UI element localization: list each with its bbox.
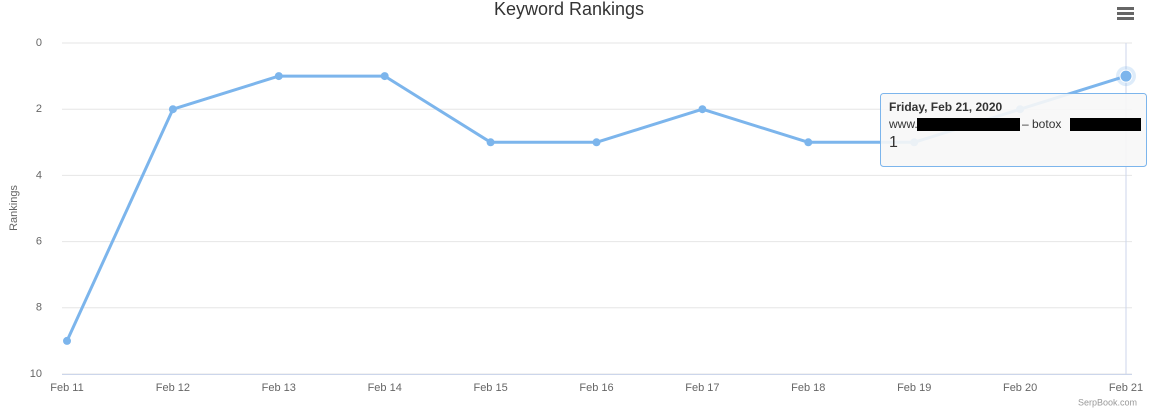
x-tick-label: Feb 20 [1003, 382, 1037, 394]
x-tick-label: Feb 17 [685, 382, 719, 394]
menu-bar [1117, 17, 1134, 20]
point [63, 336, 71, 345]
chart-title: Keyword Rankings [494, 0, 644, 19]
tooltip-header: Friday, Feb 21, 2020 [889, 100, 1002, 114]
menu-bar [1117, 7, 1134, 10]
y-tick-label: 6 [36, 236, 42, 248]
y-tick-label: 8 [36, 302, 42, 314]
point [1119, 69, 1133, 83]
redaction [1070, 118, 1141, 131]
point [168, 105, 177, 114]
point [380, 72, 389, 81]
redaction [917, 118, 1020, 131]
y-axis-label: Rankings [8, 185, 20, 231]
x-tick-label: Feb 16 [579, 382, 613, 394]
tooltip-series-suffix: – botox [1022, 117, 1061, 131]
tooltip-series-prefix: www. [888, 117, 918, 131]
point [274, 72, 283, 81]
x-tick-label: Feb 13 [262, 382, 296, 394]
x-tick-label: Feb 11 [50, 382, 83, 394]
x-tick-label: Feb 21 [1109, 382, 1143, 394]
x-tick-label: Feb 12 [156, 382, 190, 394]
y-tick-label: 10 [30, 368, 42, 380]
point [804, 138, 813, 147]
y-tick-label: 0 [36, 37, 42, 49]
x-tick-label: Feb 18 [791, 382, 825, 394]
tooltip-value: 1 [889, 134, 898, 151]
x-tick-label: Feb 15 [473, 382, 507, 394]
x-tick-label: Feb 19 [897, 382, 931, 394]
menu-bar [1117, 12, 1134, 15]
point [698, 105, 707, 114]
point [592, 138, 601, 147]
tooltip: Friday, Feb 21, 2020 www. – botox 1 [880, 93, 1147, 167]
credits: SerpBook.com [1078, 397, 1137, 407]
point [486, 138, 495, 147]
y-tick-label: 4 [36, 169, 42, 181]
menu-button[interactable] [1117, 7, 1134, 20]
x-tick-label: Feb 14 [368, 382, 402, 394]
y-tick-label: 2 [36, 103, 42, 115]
